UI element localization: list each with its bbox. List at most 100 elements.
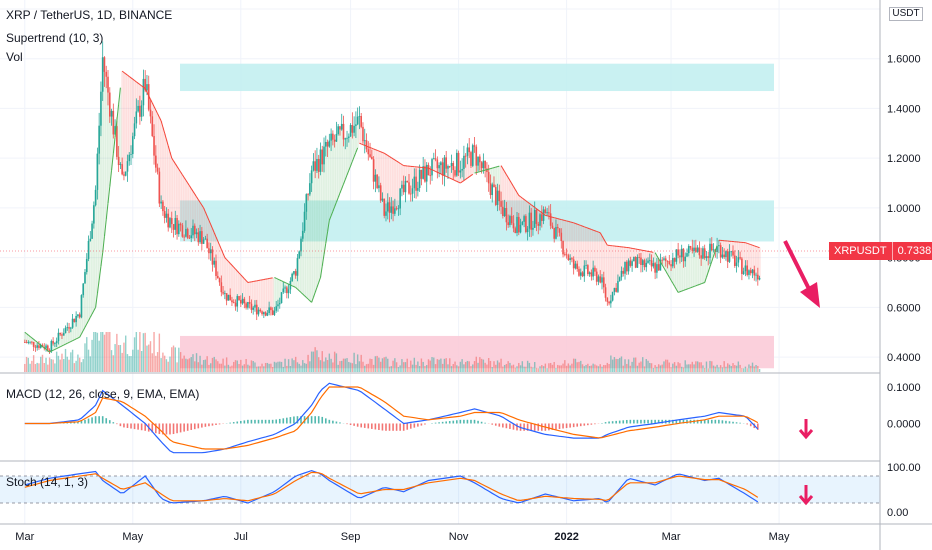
macd-histogram-bar xyxy=(176,423,178,434)
supertrend-band xyxy=(358,116,361,144)
supertrend-segment xyxy=(688,287,691,289)
volume-bar xyxy=(443,358,446,372)
supertrend-segment xyxy=(516,192,520,196)
supertrend-band xyxy=(590,229,593,277)
supertrend-segment xyxy=(534,206,537,210)
macd-histogram-bar xyxy=(533,423,536,431)
supertrend-segment xyxy=(181,174,185,178)
candle-body xyxy=(365,140,368,150)
supertrend-label[interactable]: Supertrend (10, 3) xyxy=(6,31,104,45)
macd-histogram-bar xyxy=(381,423,384,431)
macd-label[interactable]: MACD (12, 26, close, 9, EMA, EMA) xyxy=(6,387,200,401)
supertrend-band xyxy=(276,279,280,305)
volume-bar xyxy=(61,353,63,372)
volume-bar xyxy=(348,361,350,372)
supertrend-segment xyxy=(754,245,757,247)
supertrend-segment xyxy=(208,220,212,225)
volume-bar xyxy=(528,362,531,372)
volume-bar xyxy=(40,356,42,372)
macd-histogram-bar xyxy=(165,423,168,435)
stoch-label[interactable]: Stoch (14, 1, 3) xyxy=(6,475,89,489)
time-axis[interactable]: Mar May Jul Sep Nov 2022 Mar May xyxy=(15,531,790,543)
macd-histogram-bar xyxy=(271,419,274,424)
candle-body xyxy=(220,282,223,293)
supertrend-line xyxy=(24,70,760,353)
supertrend-band xyxy=(572,222,575,269)
supertrend-segment xyxy=(430,168,433,171)
candle-body xyxy=(537,223,540,226)
supertrend-band xyxy=(89,238,92,318)
currency-badge[interactable]: USDT xyxy=(889,7,923,21)
supertrend-band xyxy=(613,246,616,288)
supertrend-segment xyxy=(283,281,286,283)
supertrend-segment xyxy=(165,139,169,146)
supertrend-segment xyxy=(589,228,592,230)
supertrend-band xyxy=(330,133,333,216)
volume-bar xyxy=(725,366,727,372)
supertrend-segment xyxy=(143,86,146,89)
supertrend-band xyxy=(126,75,129,162)
volume-bar xyxy=(78,357,81,372)
supertrend-band xyxy=(569,221,572,259)
volume-bar xyxy=(486,364,488,372)
volume-bar xyxy=(217,361,219,372)
supertrend-segment xyxy=(445,175,449,178)
macd-histogram-bar xyxy=(448,421,451,424)
supertrend-segment xyxy=(337,192,341,198)
candle-body xyxy=(362,126,364,142)
candle-body xyxy=(454,170,456,176)
supertrend-band xyxy=(602,238,605,288)
price-axis[interactable]: 1.60001.40001.20001.00000.80000.60000.40… xyxy=(887,54,921,519)
supertrend-segment xyxy=(210,224,213,229)
candle-body xyxy=(434,158,437,160)
candle-body xyxy=(273,310,276,315)
supertrend-band xyxy=(354,124,358,153)
macd-histogram-bar xyxy=(296,416,299,424)
volume-bar xyxy=(480,358,483,372)
supertrend-band xyxy=(307,194,310,300)
volume-bar xyxy=(328,353,331,372)
candle-body xyxy=(309,183,311,195)
supertrend-band xyxy=(172,160,175,230)
candle-body xyxy=(556,226,559,229)
candle-body xyxy=(445,157,447,169)
supertrend-segment xyxy=(375,149,378,151)
supertrend-segment xyxy=(150,99,153,104)
macd-histogram-bar xyxy=(480,421,483,424)
supertrend-segment xyxy=(672,283,676,287)
volume-bar xyxy=(546,368,548,372)
candle-body xyxy=(633,257,635,262)
volume-bar xyxy=(739,364,741,372)
supertrend-band xyxy=(673,261,676,287)
volume-bar xyxy=(201,364,203,372)
volume-bar xyxy=(526,360,529,372)
volume-bar xyxy=(116,333,118,372)
volume-label[interactable]: Vol xyxy=(6,50,23,64)
time-tick-label: Sep xyxy=(341,531,361,543)
macd-histogram-bar xyxy=(140,423,143,431)
candle-body xyxy=(176,218,178,235)
supertrend-segment xyxy=(693,285,697,287)
supertrend-segment xyxy=(507,177,511,181)
supertrend-band xyxy=(23,332,26,343)
macd-histogram-bar xyxy=(137,423,139,430)
volume-bar xyxy=(326,360,329,372)
candle-body xyxy=(680,248,683,258)
supertrend-segment xyxy=(56,347,59,350)
macd-histogram-bar xyxy=(714,419,717,424)
supertrend-segment xyxy=(344,174,348,180)
supertrend-segment xyxy=(146,91,150,96)
macd-histogram-bar xyxy=(402,423,405,431)
supertrend-band xyxy=(609,245,613,301)
macd-histogram-bar xyxy=(300,416,302,424)
supertrend-band xyxy=(567,221,570,260)
candle-body xyxy=(23,342,26,343)
supertrend-band xyxy=(565,220,568,256)
candle-body xyxy=(293,271,295,274)
supertrend-segment xyxy=(77,336,80,339)
supertrend-band xyxy=(662,258,666,268)
supertrend-band xyxy=(384,154,388,212)
volume-bar xyxy=(461,359,463,372)
supertrend-band xyxy=(523,199,526,217)
